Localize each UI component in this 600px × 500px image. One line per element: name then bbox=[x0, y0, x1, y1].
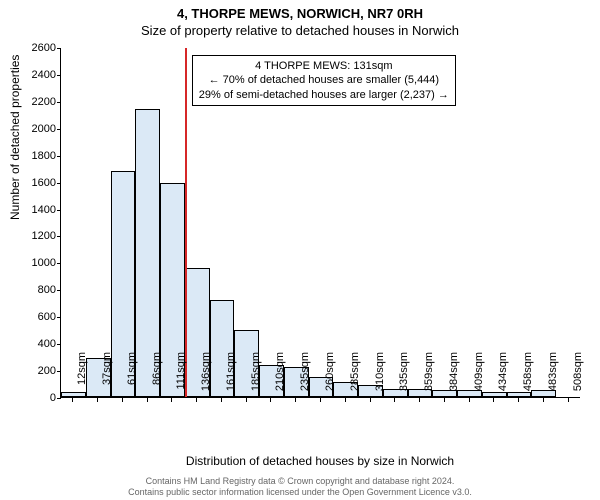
x-tick-mark bbox=[394, 398, 395, 402]
x-tick-label: 409sqm bbox=[473, 352, 485, 402]
x-tick-mark bbox=[97, 398, 98, 402]
x-tick-mark bbox=[518, 398, 519, 402]
x-tick-mark bbox=[147, 398, 148, 402]
x-tick-label: 111sqm bbox=[175, 352, 187, 402]
callout-line: 4 THORPE MEWS: 131sqm bbox=[199, 59, 449, 73]
y-tick-label: 1600 bbox=[16, 177, 56, 189]
x-tick-mark bbox=[493, 398, 494, 402]
x-tick-label: 285sqm bbox=[349, 352, 361, 402]
y-tick-mark bbox=[57, 156, 61, 157]
y-tick-label: 1400 bbox=[16, 204, 56, 216]
x-tick-label: 210sqm bbox=[274, 352, 286, 402]
x-tick-mark bbox=[419, 398, 420, 402]
callout-line: ← 70% of detached houses are smaller (5,… bbox=[199, 73, 449, 87]
callout-line: 29% of semi-detached houses are larger (… bbox=[199, 88, 449, 102]
y-tick-mark bbox=[57, 290, 61, 291]
x-tick-mark bbox=[270, 398, 271, 402]
y-tick-label: 600 bbox=[16, 311, 56, 323]
y-tick-mark bbox=[57, 398, 61, 399]
callout-box: 4 THORPE MEWS: 131sqm← 70% of detached h… bbox=[192, 55, 456, 106]
footer-line1: Contains HM Land Registry data © Crown c… bbox=[146, 476, 455, 486]
y-tick-label: 400 bbox=[16, 338, 56, 350]
y-tick-label: 2200 bbox=[16, 96, 56, 108]
plot-area: 4 THORPE MEWS: 131sqm← 70% of detached h… bbox=[60, 48, 580, 398]
y-tick-label: 2000 bbox=[16, 123, 56, 135]
y-tick-label: 200 bbox=[16, 365, 56, 377]
y-tick-label: 1800 bbox=[16, 150, 56, 162]
footer: Contains HM Land Registry data © Crown c… bbox=[0, 476, 600, 498]
x-tick-mark bbox=[246, 398, 247, 402]
x-tick-label: 161sqm bbox=[225, 352, 237, 402]
x-tick-mark bbox=[72, 398, 73, 402]
x-tick-label: 12sqm bbox=[76, 352, 88, 402]
x-tick-label: 508sqm bbox=[572, 352, 584, 402]
y-tick-mark bbox=[57, 344, 61, 345]
x-tick-label: 335sqm bbox=[398, 352, 410, 402]
x-tick-mark bbox=[320, 398, 321, 402]
y-tick-mark bbox=[57, 371, 61, 372]
x-tick-mark bbox=[196, 398, 197, 402]
y-tick-mark bbox=[57, 183, 61, 184]
x-tick-label: 359sqm bbox=[423, 352, 435, 402]
x-tick-label: 483sqm bbox=[547, 352, 559, 402]
x-tick-mark bbox=[543, 398, 544, 402]
marker-line bbox=[185, 48, 187, 397]
x-tick-mark bbox=[122, 398, 123, 402]
page-title: 4, THORPE MEWS, NORWICH, NR7 0RH bbox=[0, 0, 600, 21]
y-tick-mark bbox=[57, 236, 61, 237]
x-axis-label: Distribution of detached houses by size … bbox=[60, 454, 580, 468]
y-tick-label: 0 bbox=[16, 392, 56, 404]
x-tick-label: 260sqm bbox=[324, 352, 336, 402]
plot-wrap: 4 THORPE MEWS: 131sqm← 70% of detached h… bbox=[60, 48, 580, 398]
x-tick-mark bbox=[568, 398, 569, 402]
x-tick-label: 86sqm bbox=[151, 352, 163, 402]
x-tick-label: 235sqm bbox=[299, 352, 311, 402]
x-tick-label: 37sqm bbox=[101, 352, 113, 402]
footer-line2: Contains public sector information licen… bbox=[128, 487, 472, 497]
y-tick-label: 1200 bbox=[16, 230, 56, 242]
x-tick-label: 136sqm bbox=[200, 352, 212, 402]
x-tick-label: 185sqm bbox=[250, 352, 262, 402]
x-tick-mark bbox=[444, 398, 445, 402]
x-tick-mark bbox=[171, 398, 172, 402]
y-tick-mark bbox=[57, 317, 61, 318]
x-tick-label: 434sqm bbox=[497, 352, 509, 402]
x-tick-label: 458sqm bbox=[522, 352, 534, 402]
x-tick-mark bbox=[370, 398, 371, 402]
x-tick-label: 310sqm bbox=[374, 352, 386, 402]
x-tick-mark bbox=[469, 398, 470, 402]
y-tick-mark bbox=[57, 210, 61, 211]
y-tick-label: 2600 bbox=[16, 42, 56, 54]
y-tick-mark bbox=[57, 102, 61, 103]
x-tick-mark bbox=[221, 398, 222, 402]
y-tick-label: 2400 bbox=[16, 69, 56, 81]
x-tick-mark bbox=[345, 398, 346, 402]
y-tick-mark bbox=[57, 48, 61, 49]
x-tick-mark bbox=[295, 398, 296, 402]
x-tick-label: 384sqm bbox=[448, 352, 460, 402]
y-tick-mark bbox=[57, 263, 61, 264]
y-tick-mark bbox=[57, 75, 61, 76]
y-tick-mark bbox=[57, 129, 61, 130]
chart-subtitle: Size of property relative to detached ho… bbox=[0, 23, 600, 38]
y-tick-label: 800 bbox=[16, 284, 56, 296]
y-tick-label: 1000 bbox=[16, 257, 56, 269]
x-tick-label: 61sqm bbox=[126, 352, 138, 402]
chart-container: 4, THORPE MEWS, NORWICH, NR7 0RH Size of… bbox=[0, 0, 600, 500]
